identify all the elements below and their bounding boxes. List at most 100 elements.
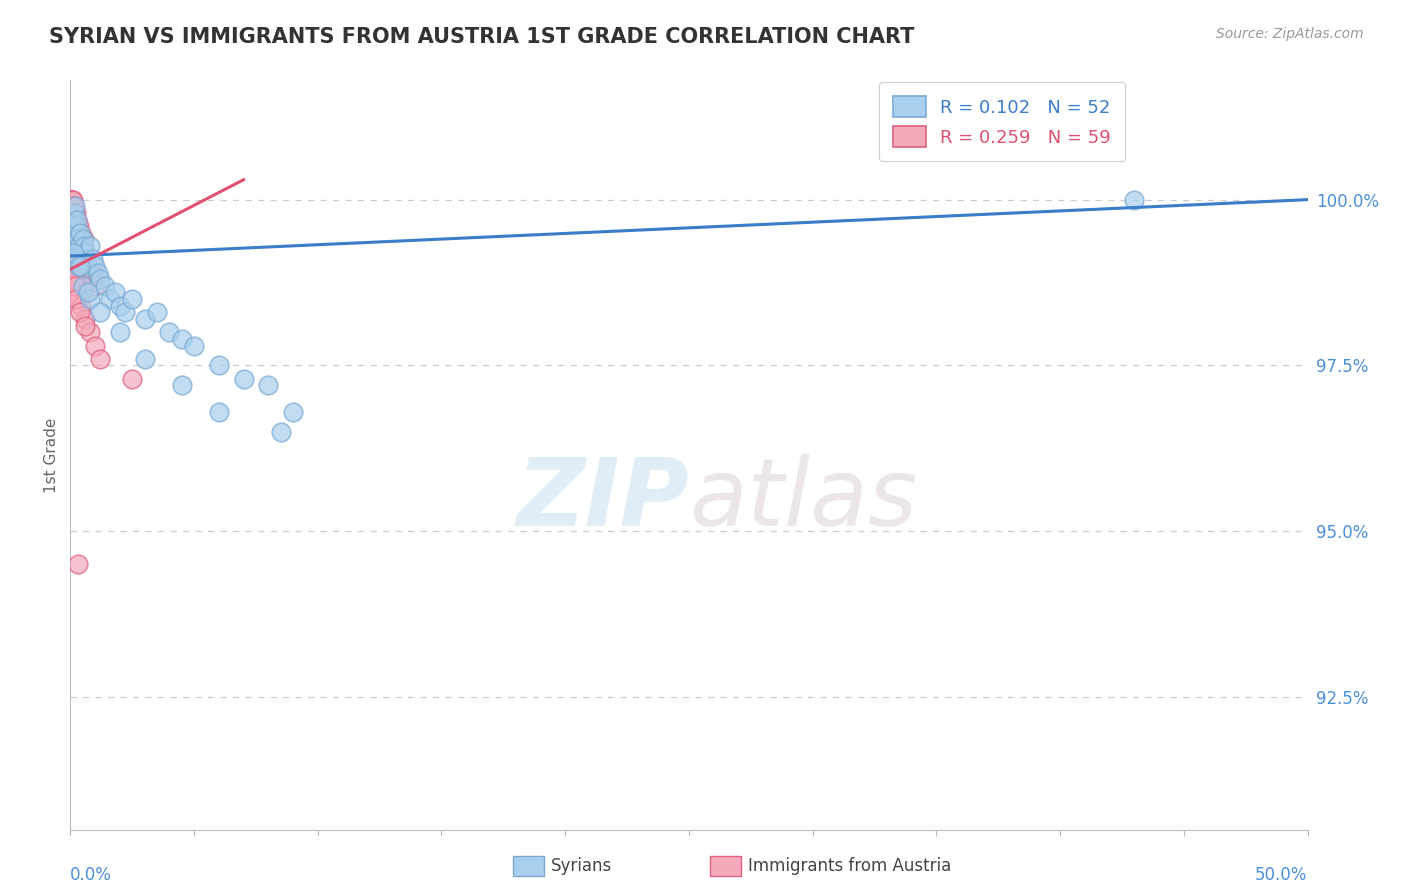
Point — [60, 199, 83, 213]
Point — [60, 193, 83, 207]
Point — [62, 193, 84, 207]
Point — [70, 299, 93, 313]
Point — [281, 405, 304, 419]
Y-axis label: 1st Grade: 1st Grade — [44, 417, 59, 492]
Point — [65, 226, 87, 240]
Point — [60, 193, 83, 207]
Text: atlas: atlas — [689, 454, 917, 545]
Point — [63, 266, 86, 280]
Point — [69, 232, 91, 246]
Point — [66, 226, 89, 240]
Point — [65, 272, 87, 286]
Point — [104, 285, 127, 300]
Point — [75, 318, 97, 333]
Point — [94, 278, 117, 293]
Point — [146, 305, 169, 319]
Point — [62, 232, 84, 246]
Point — [60, 226, 83, 240]
Point — [76, 285, 98, 300]
Text: Syrians: Syrians — [551, 857, 613, 875]
Point — [65, 219, 87, 234]
Point — [60, 259, 83, 273]
Point — [121, 372, 143, 386]
Point — [63, 206, 86, 220]
Point — [208, 405, 231, 419]
Point — [66, 232, 89, 246]
Point — [76, 259, 98, 273]
Point — [66, 266, 89, 280]
Point — [70, 226, 93, 240]
Point — [65, 206, 87, 220]
Point — [65, 252, 87, 267]
Point — [73, 232, 96, 246]
Point — [134, 312, 156, 326]
Point — [62, 206, 84, 220]
Point — [63, 206, 86, 220]
Point — [108, 299, 131, 313]
Point — [257, 378, 280, 392]
Point — [60, 193, 83, 207]
Point — [183, 338, 205, 352]
Point — [60, 199, 83, 213]
Point — [67, 292, 90, 306]
Point — [89, 272, 111, 286]
Point — [72, 285, 94, 300]
Point — [69, 305, 91, 319]
Point — [63, 199, 86, 213]
Point — [82, 252, 104, 267]
Point — [66, 259, 89, 273]
Point — [232, 372, 254, 386]
Point — [65, 219, 87, 234]
Point — [66, 558, 89, 572]
Point — [79, 272, 101, 286]
Point — [121, 292, 143, 306]
Point — [89, 351, 111, 366]
Point — [75, 245, 97, 260]
Text: Source: ZipAtlas.com: Source: ZipAtlas.com — [1216, 27, 1364, 41]
Point — [134, 351, 156, 366]
Point — [60, 252, 83, 267]
Point — [63, 219, 86, 234]
Point — [62, 259, 84, 273]
Point — [62, 206, 84, 220]
Point — [65, 292, 87, 306]
Point — [76, 259, 98, 273]
Text: SYRIAN VS IMMIGRANTS FROM AUSTRIA 1ST GRADE CORRELATION CHART: SYRIAN VS IMMIGRANTS FROM AUSTRIA 1ST GR… — [49, 27, 914, 46]
Point — [114, 305, 136, 319]
Point — [60, 226, 83, 240]
Point — [62, 232, 84, 246]
Point — [60, 239, 83, 253]
Point — [69, 272, 91, 286]
Point — [66, 212, 89, 227]
Text: 50.0%: 50.0% — [1256, 866, 1308, 884]
Text: 0.0%: 0.0% — [70, 866, 112, 884]
Point — [270, 425, 292, 439]
Point — [89, 305, 111, 319]
Point — [59, 193, 82, 207]
Point — [82, 266, 104, 280]
Point — [62, 212, 84, 227]
Point — [84, 259, 107, 273]
Point — [75, 245, 97, 260]
Point — [79, 292, 101, 306]
Point — [1123, 193, 1146, 207]
Point — [69, 259, 91, 273]
Point — [65, 239, 87, 253]
Point — [157, 325, 180, 339]
Point — [84, 338, 107, 352]
Point — [62, 272, 84, 286]
Point — [98, 292, 121, 306]
Text: ZIP: ZIP — [516, 454, 689, 546]
Point — [86, 266, 108, 280]
Point — [65, 259, 87, 273]
Point — [69, 226, 91, 240]
Point — [108, 325, 131, 339]
Point — [65, 212, 87, 227]
Point — [72, 278, 94, 293]
Point — [79, 325, 101, 339]
Point — [67, 219, 90, 234]
Point — [75, 252, 97, 267]
Point — [62, 199, 84, 213]
Point — [84, 278, 107, 293]
Point — [70, 245, 93, 260]
